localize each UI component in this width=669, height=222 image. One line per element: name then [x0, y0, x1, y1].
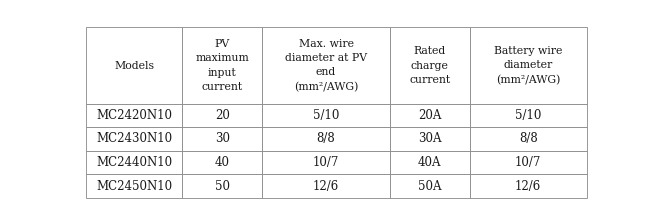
Bar — [86, 127, 182, 151]
Bar — [389, 103, 470, 127]
Text: 30A: 30A — [418, 133, 442, 145]
Text: Battery wire
diameter
(mm²/AWG): Battery wire diameter (mm²/AWG) — [494, 46, 563, 85]
Text: 10/7: 10/7 — [313, 156, 339, 169]
Text: 5/10: 5/10 — [313, 109, 339, 122]
Text: 40A: 40A — [418, 156, 442, 169]
Bar — [262, 151, 389, 174]
Bar — [470, 151, 587, 174]
Bar — [86, 151, 182, 174]
Text: MC2430N10: MC2430N10 — [96, 133, 172, 145]
Text: 12/6: 12/6 — [515, 180, 541, 193]
Text: MC2420N10: MC2420N10 — [96, 109, 172, 122]
Bar — [182, 151, 262, 174]
Bar — [182, 28, 262, 103]
Bar — [389, 151, 470, 174]
Text: 20: 20 — [215, 109, 229, 122]
Text: 30: 30 — [215, 133, 230, 145]
Bar — [86, 28, 182, 103]
Bar — [182, 127, 262, 151]
Bar — [262, 103, 389, 127]
Bar — [389, 174, 470, 198]
Bar — [470, 103, 587, 127]
Text: PV
maximum
input
current: PV maximum input current — [195, 39, 249, 92]
Text: 20A: 20A — [418, 109, 442, 122]
Bar — [389, 28, 470, 103]
Bar — [182, 174, 262, 198]
Bar — [470, 127, 587, 151]
Text: Models: Models — [114, 61, 154, 71]
Bar — [470, 174, 587, 198]
Text: 5/10: 5/10 — [515, 109, 541, 122]
Bar — [262, 28, 389, 103]
Text: Rated
charge
current: Rated charge current — [409, 46, 450, 85]
Bar — [262, 127, 389, 151]
Bar — [262, 174, 389, 198]
Text: 40: 40 — [215, 156, 230, 169]
Text: MC2450N10: MC2450N10 — [96, 180, 172, 193]
Bar — [182, 103, 262, 127]
Text: Max. wire
diameter at PV
end
(mm²/AWG): Max. wire diameter at PV end (mm²/AWG) — [285, 39, 367, 92]
Bar — [86, 103, 182, 127]
Text: 50: 50 — [215, 180, 230, 193]
Text: 50A: 50A — [418, 180, 442, 193]
Text: 12/6: 12/6 — [313, 180, 339, 193]
Text: 8/8: 8/8 — [316, 133, 335, 145]
Text: MC2440N10: MC2440N10 — [96, 156, 172, 169]
Bar — [470, 28, 587, 103]
Text: 8/8: 8/8 — [519, 133, 538, 145]
Bar — [86, 174, 182, 198]
Bar — [389, 127, 470, 151]
Text: 10/7: 10/7 — [515, 156, 541, 169]
